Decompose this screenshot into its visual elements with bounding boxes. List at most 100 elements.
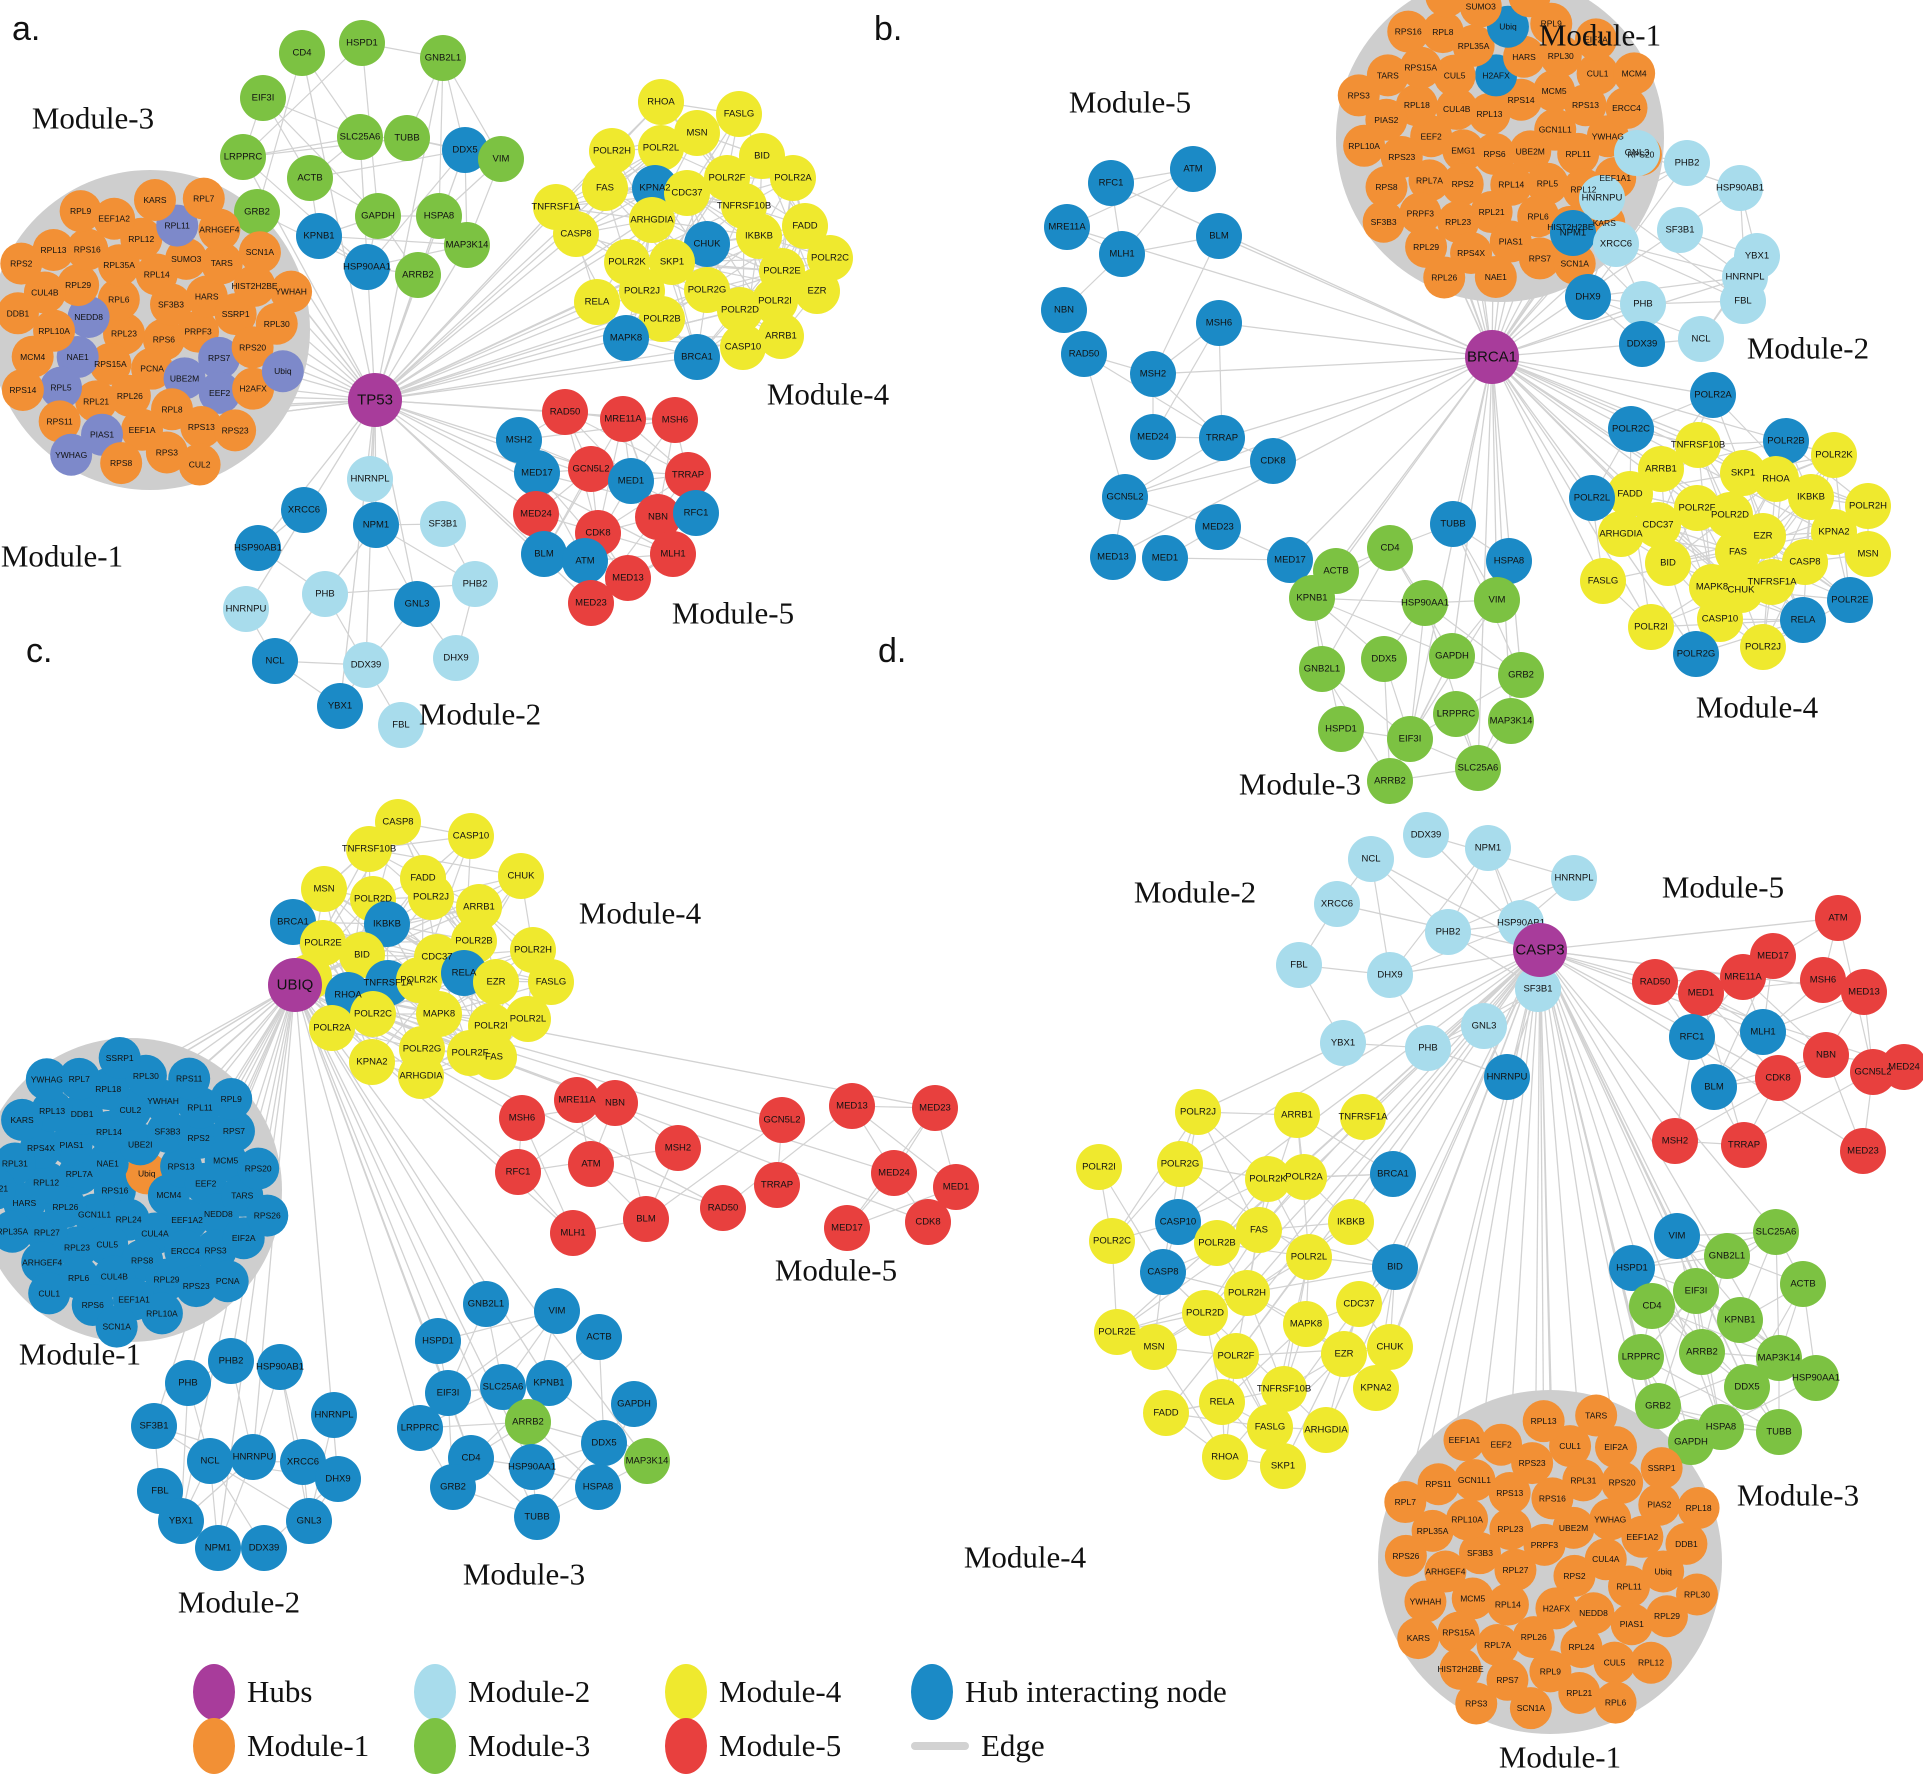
node-MAP3K14[interactable]	[1756, 1335, 1802, 1381]
node-IKBKB[interactable]	[1328, 1199, 1374, 1245]
node-PIAS1[interactable]	[1610, 1603, 1653, 1646]
node-RPL13[interactable]	[32, 229, 75, 272]
node-SF3B1[interactable]	[1657, 207, 1703, 253]
node-CD4[interactable]	[1629, 1283, 1675, 1329]
node-RFC1[interactable]	[495, 1149, 541, 1195]
node-RPS15A[interactable]	[1399, 46, 1442, 89]
node-RPS20[interactable]	[237, 1147, 280, 1190]
node-PHB2[interactable]	[452, 561, 498, 607]
node-GCN5L2[interactable]	[1102, 474, 1148, 520]
node-RPL7A[interactable]	[1476, 1624, 1519, 1667]
node-MLH1[interactable]	[1740, 1009, 1786, 1055]
node-BRCA1[interactable]	[674, 334, 720, 380]
node-YWHAG[interactable]	[25, 1058, 68, 1101]
node-YWHAH[interactable]	[1425, 0, 1468, 18]
node-HSP90AA1[interactable]	[1793, 1355, 1839, 1401]
node-RELA[interactable]	[1780, 597, 1826, 643]
node-BID[interactable]	[1372, 1244, 1418, 1290]
node-CUL1[interactable]	[1549, 1425, 1592, 1468]
node-RAD50[interactable]	[542, 389, 588, 435]
node-RPS23[interactable]	[1511, 1442, 1554, 1485]
node-NBN[interactable]	[635, 494, 681, 540]
node-ACTB[interactable]	[576, 1314, 622, 1360]
node-MCM4[interactable]	[1613, 52, 1656, 95]
node-NEDD8[interactable]	[67, 296, 110, 339]
node-XRCC6[interactable]	[280, 1439, 326, 1485]
node-DDX5[interactable]	[1361, 636, 1407, 682]
node-FASLG[interactable]	[716, 91, 762, 137]
node-RFC1[interactable]	[1669, 1014, 1715, 1060]
node-RPS15A[interactable]	[89, 342, 132, 385]
node-RELA[interactable]	[1199, 1379, 1245, 1425]
node-EEF2[interactable]	[1480, 1423, 1523, 1466]
node-YBX1[interactable]	[317, 683, 363, 729]
node-MCM5[interactable]	[1533, 69, 1576, 112]
node-HSP90AA1[interactable]	[344, 244, 390, 290]
node-DHX9[interactable]	[1565, 274, 1611, 320]
node-MSN[interactable]	[1131, 1324, 1177, 1370]
node-GCN5L2[interactable]	[759, 1097, 805, 1143]
node-UBE2M[interactable]	[1552, 1506, 1595, 1549]
node-YWHAG[interactable]	[50, 433, 93, 476]
node-LRPPRC[interactable]	[1433, 691, 1479, 737]
node-NBN[interactable]	[1041, 287, 1087, 333]
node-MED17[interactable]	[1267, 537, 1313, 583]
node-POLR2D[interactable]	[1707, 492, 1753, 538]
node-YBX1[interactable]	[1320, 1020, 1366, 1066]
node-KPNB1[interactable]	[1717, 1297, 1763, 1343]
node-RPL7A[interactable]	[1408, 159, 1451, 202]
node-BLM[interactable]	[1196, 213, 1242, 259]
node-HNRNPL[interactable]	[1551, 855, 1597, 901]
node-SF3B1[interactable]	[1515, 966, 1561, 1012]
node-PHB2[interactable]	[1425, 909, 1471, 955]
node-SF3B1[interactable]	[131, 1403, 177, 1449]
hub-node-TP53[interactable]	[348, 373, 402, 427]
node-EEF1A2[interactable]	[93, 197, 136, 240]
node-RFC1[interactable]	[1088, 160, 1134, 206]
node-YWHAH[interactable]	[270, 270, 313, 313]
node-DDX5[interactable]	[1724, 1364, 1770, 1410]
node-CUL1[interactable]	[28, 1272, 71, 1315]
node-HSP90AA1[interactable]	[1402, 580, 1448, 626]
node-MRE11A[interactable]	[1720, 954, 1766, 1000]
node-EIF2A[interactable]	[1574, 18, 1617, 61]
node-CD4[interactable]	[279, 30, 325, 76]
node-RPL35A[interactable]	[0, 1210, 34, 1253]
node-POLR2I[interactable]	[1628, 604, 1674, 650]
node-BID[interactable]	[1645, 540, 1691, 586]
node-PHB2[interactable]	[1664, 140, 1710, 186]
node-POLR2J[interactable]	[1740, 624, 1786, 670]
node-CASP8[interactable]	[375, 799, 421, 845]
node-BLM[interactable]	[1691, 1064, 1737, 1110]
node-CDC37[interactable]	[664, 170, 710, 216]
node-NCL[interactable]	[187, 1438, 233, 1484]
node-RPS11[interactable]	[168, 1057, 211, 1100]
node-MED1[interactable]	[933, 1164, 979, 1210]
node-RPS2[interactable]	[0, 242, 43, 285]
node-MED23[interactable]	[912, 1085, 958, 1131]
node-CASP10[interactable]	[1155, 1199, 1201, 1245]
node-GNL3[interactable]	[394, 581, 440, 627]
node-KARS[interactable]	[1, 1098, 44, 1141]
node-GNL3[interactable]	[1461, 1003, 1507, 1049]
node-TUBB[interactable]	[514, 1494, 560, 1540]
node-ARRB2[interactable]	[1679, 1329, 1725, 1375]
node-RHOA[interactable]	[1202, 1434, 1248, 1480]
node-YBX1[interactable]	[158, 1498, 204, 1544]
node-EIF3I[interactable]	[1387, 716, 1433, 762]
node-GCN5L2[interactable]	[568, 446, 614, 492]
node-SF3B3[interactable]	[1362, 200, 1405, 243]
node-RPL13[interactable]	[1468, 92, 1511, 135]
node-RPL10A[interactable]	[140, 1292, 183, 1335]
node-NPM1[interactable]	[195, 1525, 241, 1571]
node-TNFRSF10B[interactable]	[1675, 422, 1721, 468]
node-RPS23[interactable]	[214, 409, 257, 452]
node-DDX5[interactable]	[581, 1420, 627, 1466]
node-HSPD1[interactable]	[1609, 1245, 1655, 1291]
node-HNRNPU[interactable]	[230, 1434, 276, 1480]
node-POLR2E[interactable]	[1827, 577, 1873, 623]
node-HSP90AB1[interactable]	[235, 525, 281, 571]
node-RPL8[interactable]	[1421, 11, 1464, 54]
node-ARRB1[interactable]	[1274, 1092, 1320, 1138]
node-RPL14[interactable]	[1486, 1583, 1529, 1626]
